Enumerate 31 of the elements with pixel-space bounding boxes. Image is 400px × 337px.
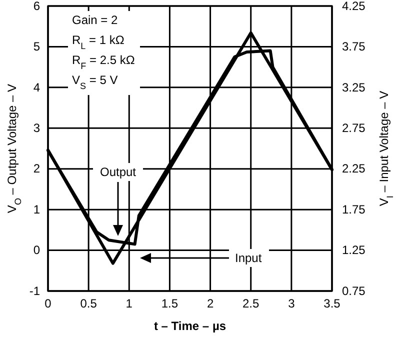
y-tick-label: 2 [33,162,40,176]
y2-tick-label: 2.25 [342,162,366,176]
x-tick-label: 1 [126,296,133,311]
annotation: R$_{L}$ = 1 kΩ [72,33,124,51]
x-tick-label: 2 [206,296,214,311]
y-tick-label: 5 [33,40,40,54]
y-tick-label: 1 [33,202,40,216]
y2-tick-label: 1.25 [342,243,366,258]
annotation: V$_{S}$ = 5 V [72,73,118,91]
y-tick-label: 3 [33,120,40,135]
y-tick-label: 4 [33,80,40,94]
x-tick-label: 1.5 [161,296,178,311]
y-tick-label: 0 [33,243,40,258]
x-tick-label: 2.5 [242,296,260,311]
annotation: Output [100,165,137,179]
x-tick-label: 3.5 [324,296,341,311]
y2-tick-label: 3.25 [342,80,366,94]
annotation: Input [235,251,262,265]
y-tick-label: 6 [33,0,40,13]
y2-tick-label: 3.75 [342,40,366,54]
y-tick-label: -1 [29,284,40,298]
y2-tick-label: 2.75 [342,120,366,135]
annotation: Gain = 2 [72,13,118,27]
x-tick-label: 3 [288,296,296,311]
x-tick-label: 0.5 [80,296,98,311]
y2-tick-label: 1.75 [342,202,366,216]
x-tick-label: 0 [44,296,52,311]
y2-tick-label: 4.25 [342,0,366,13]
y2-tick-label: 0.75 [342,284,366,298]
annotation: R$_{F}$ = 2.5 kΩ [72,53,135,71]
x-axis-title: t – Time – µs [154,319,226,333]
